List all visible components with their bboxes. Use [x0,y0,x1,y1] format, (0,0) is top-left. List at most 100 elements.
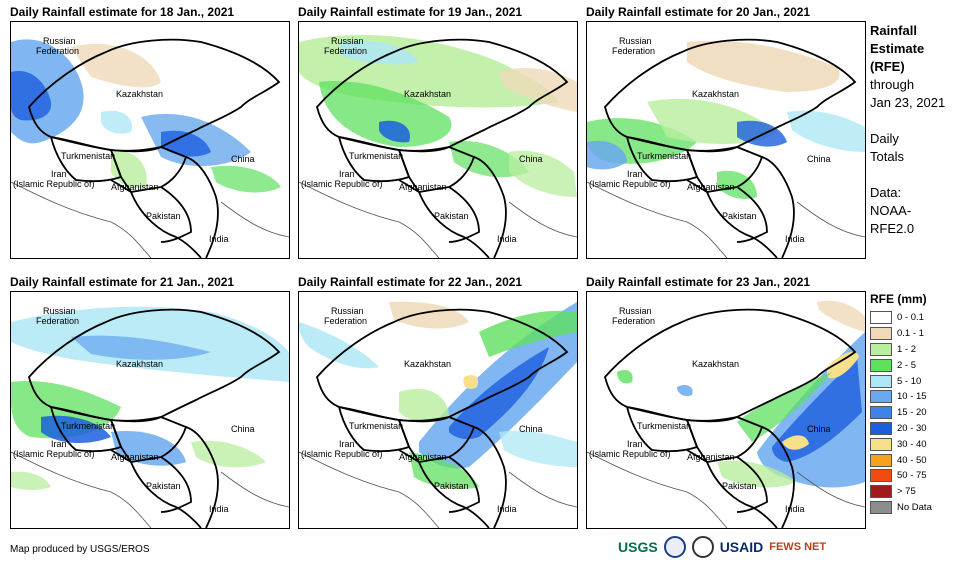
label-afghanistan: Afghanistan [111,452,159,462]
legend-item: 10 - 15 [870,389,932,405]
label-iran-line1: Iran [339,169,355,179]
coastlines [11,451,289,528]
label-iran-line2: (Islamic Republic of) [13,449,95,459]
label-russia-line1: Russian [619,36,652,46]
legend-item: 20 - 30 [870,421,932,437]
label-russia-line2: Federation [324,316,367,326]
panel-title: Daily Rainfall estimate for 23 Jan., 202… [586,275,811,289]
legend-label: 5 - 10 [897,375,922,387]
country-borders [316,308,569,528]
legend-item: 50 - 75 [870,468,932,484]
legend-item: 0.1 - 1 [870,326,932,342]
label-russia-line1: Russian [331,36,364,46]
label-india: India [497,504,517,514]
label-iran-line1: Iran [51,439,67,449]
legend-swatch [870,327,892,341]
panel-title: Daily Rainfall estimate for 18 Jan., 202… [10,5,235,19]
label-kazakhstan: Kazakhstan [404,89,451,99]
label-iran-line2: (Islamic Republic of) [301,179,383,189]
map-labels: Russian Federation Kazakhstan Turkmenist… [13,36,255,244]
label-india: India [209,504,229,514]
legend-rows: 0 - 0.1 0.1 - 1 1 - 2 2 - 5 5 - 10 10 - 15 15 … [870,310,932,515]
label-afghanistan: Afghanistan [399,182,447,192]
rainfall-field [11,39,281,193]
legend-label: 10 - 15 [897,391,927,403]
label-kazakhstan: Kazakhstan [404,359,451,369]
label-russia-line2: Federation [36,46,79,56]
legend-swatch [870,485,892,499]
country-borders [28,308,281,528]
map-frame: Russian Federation Kazakhstan Turkmenist… [298,291,578,529]
legend-swatch [870,342,892,356]
label-turkmenistan: Turkmenistan [637,421,691,431]
label-iran-line1: Iran [51,169,67,179]
legend: RFE (mm) 0 - 0.1 0.1 - 1 1 - 2 2 - 5 5 - 10 1… [870,292,932,515]
country-borders [604,38,857,258]
label-iran-line2: (Islamic Republic of) [13,179,95,189]
noaa-logo-icon [663,536,686,558]
side-data-source1: NOAA- [870,203,912,218]
map-frame: Russian Federation Kazakhstan Turkmenist… [10,291,290,529]
label-iran-line2: (Islamic Republic of) [589,179,671,189]
label-kazakhstan: Kazakhstan [692,359,739,369]
legend-item: 0 - 0.1 [870,310,932,326]
side-totals: Totals [870,149,904,164]
map-labels: Russian Federation Kazakhstan Turkmenist… [589,306,831,514]
label-kazakhstan: Kazakhstan [692,89,739,99]
label-pakistan: Pakistan [146,481,181,491]
label-kazakhstan: Kazakhstan [116,89,163,99]
legend-item: > 75 [870,484,932,500]
legend-item: 30 - 40 [870,436,932,452]
label-pakistan: Pakistan [722,211,757,221]
legend-label: > 75 [897,486,916,498]
rainfall-field [299,34,577,197]
label-russia-line1: Russian [331,306,364,316]
usgs-logo: USGS [618,539,658,555]
legend-label: 2 - 5 [897,359,917,371]
legend-item: 1 - 2 [870,342,932,358]
map-frame: Russian Federation Kazakhstan Turkmenist… [586,21,866,259]
side-data-label: Data: [870,185,902,200]
side-description: Rainfall Estimate (RFE) through Jan 23, … [870,22,945,238]
footer-credit: Map produced by USGS/EROS [10,544,150,555]
side-heading-line3: (RFE) [870,59,905,74]
country-borders [28,38,281,258]
label-afghanistan: Afghanistan [399,452,447,462]
panel-title: Daily Rainfall estimate for 21 Jan., 202… [10,275,235,289]
legend-label: 40 - 50 [897,454,927,466]
legend-label: 15 - 20 [897,407,927,419]
logos: USGS USAID FEWS NET [618,536,826,558]
side-data-source2: RFE2.0 [870,221,915,236]
label-russia-line2: Federation [612,46,655,56]
side-date: Jan 23, 2021 [870,95,946,110]
side-through: through [870,77,915,92]
label-turkmenistan: Turkmenistan [61,421,115,431]
coastlines [299,451,577,528]
label-iran-line2: (Islamic Republic of) [301,449,383,459]
label-india: India [785,234,805,244]
legend-swatch [870,500,892,514]
label-india: India [497,234,517,244]
legend-label: 1 - 2 [897,343,917,355]
legend-swatch [870,437,892,451]
country-borders [316,38,569,258]
legend-swatch [870,390,892,404]
rainfall-field [11,306,289,491]
legend-title: RFE (mm) [870,292,927,306]
label-pakistan: Pakistan [722,481,757,491]
label-afghanistan: Afghanistan [111,182,159,192]
label-kazakhstan: Kazakhstan [116,359,163,369]
legend-label: 0.1 - 1 [897,328,924,340]
label-russia-line2: Federation [612,316,655,326]
coastlines [299,181,577,258]
legend-swatch [870,406,892,420]
label-russia-line1: Russian [619,306,652,316]
coastlines [11,181,289,258]
legend-swatch [870,374,892,388]
legend-swatch [870,453,892,467]
label-turkmenistan: Turkmenistan [349,421,403,431]
map-labels: Russian Federation Kazakhstan Turkmenist… [301,36,543,244]
legend-label: 0 - 0.1 [897,312,924,324]
legend-label: 30 - 40 [897,438,927,450]
label-turkmenistan: Turkmenistan [349,151,403,161]
